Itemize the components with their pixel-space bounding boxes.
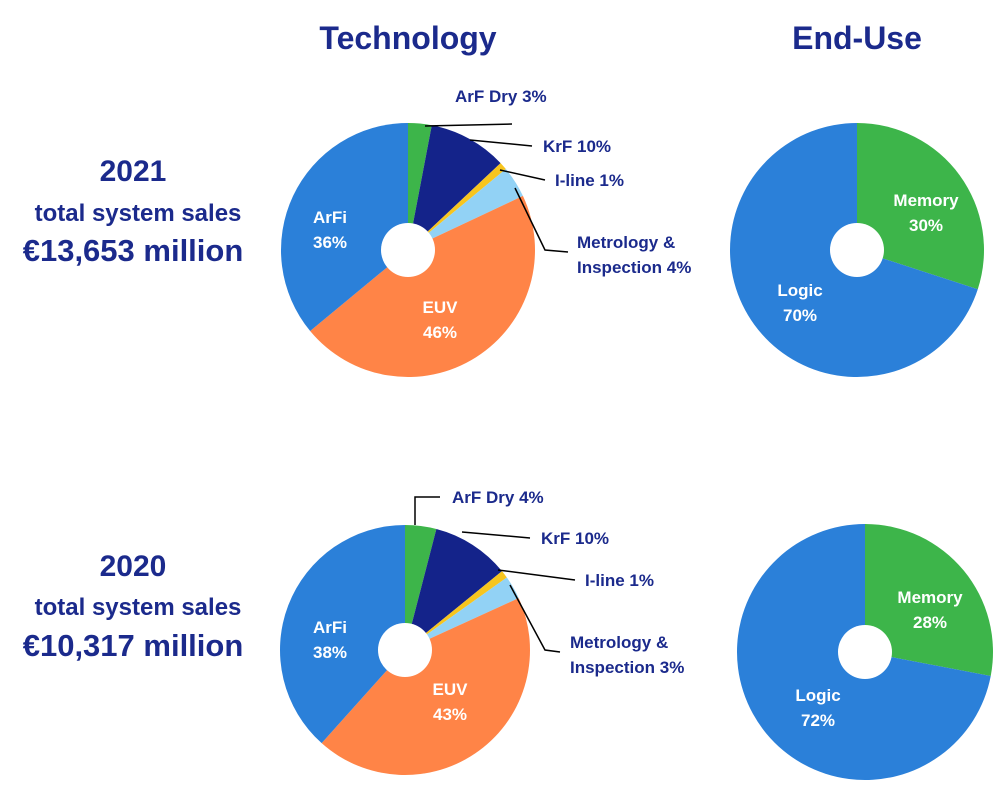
slice-value-label: 10%: [577, 137, 612, 156]
pie-slice: [280, 123, 408, 331]
leader-line: [424, 123, 513, 127]
slice-value-label: 3%: [522, 87, 547, 106]
pie-slice: [405, 571, 507, 650]
row-total: €10,317 million: [22, 628, 244, 663]
pie-slice: [408, 163, 506, 250]
slice-label: I-line 1%: [555, 168, 624, 193]
slice-label: ArF Dry 4%: [452, 485, 544, 510]
slice-value-label: 4%: [666, 258, 692, 277]
row-total: €13,653 million: [22, 233, 244, 268]
slice-label: ArFi 38%: [313, 615, 347, 665]
slice-value-label: 36%: [312, 233, 348, 252]
slice-value-label: 10%: [575, 529, 610, 548]
slice-value-label: 70%: [782, 306, 818, 325]
leader-line: [469, 139, 533, 147]
slice-label: Memory 28%: [897, 585, 962, 635]
slice-label: ArF Dry 3%: [455, 84, 547, 109]
leader-line: [509, 584, 561, 653]
slice-label: Metrology & Inspection 3%: [570, 630, 710, 680]
slice-value-label: 38%: [312, 643, 348, 662]
pie-slice: [280, 525, 405, 744]
pie-slice: [321, 598, 531, 776]
slice-value-label: 30%: [908, 216, 944, 235]
column-title: End-Use: [792, 20, 922, 56]
slice-value-label: 1%: [629, 571, 654, 590]
column-title: Technology: [319, 20, 497, 56]
slice-label: EUV 43%: [433, 677, 468, 727]
slice-label: Memory 30%: [893, 188, 958, 238]
slice-category: Logic: [795, 686, 841, 705]
pie-slice: [408, 125, 501, 250]
slice-category: KrF: [541, 529, 571, 548]
slice-label: I-line 1%: [585, 568, 654, 593]
slice-label: KrF 10%: [541, 526, 609, 551]
slice-category: ArFi: [313, 208, 347, 227]
slice-value-label: 28%: [912, 613, 948, 632]
pie-hole: [381, 223, 435, 277]
slice-category: I-line: [585, 571, 625, 590]
slice-value-label: 43%: [432, 705, 468, 724]
pie-slice: [857, 123, 984, 290]
pie-slice: [310, 195, 536, 378]
slice-label: Metrology & Inspection 4%: [577, 230, 717, 280]
pie-slice: [408, 123, 432, 250]
slice-value-label: 4%: [519, 488, 544, 507]
slice-category: Metrology & Inspection: [570, 633, 669, 677]
slice-value-label: 1%: [599, 171, 624, 190]
slice-category: Memory: [893, 191, 959, 210]
leader-line: [461, 531, 531, 539]
slice-category: EUV: [432, 680, 468, 699]
pie-slice: [405, 529, 503, 650]
slice-category: I-line: [555, 171, 595, 190]
leader-line: [497, 569, 576, 581]
slice-value-label: 46%: [422, 323, 458, 342]
slice-category: KrF: [543, 137, 573, 156]
pie-hole: [838, 625, 892, 679]
row-subtitle: total system sales: [34, 594, 242, 621]
slice-category: ArF Dry: [452, 488, 515, 507]
slice-value-label: 72%: [800, 711, 836, 730]
slice-value-label: 3%: [659, 658, 685, 677]
slice-label: Logic 70%: [777, 278, 822, 328]
leader-line: [499, 169, 546, 181]
pie-hole: [830, 223, 884, 277]
pie-slice: [865, 524, 994, 676]
slice-label: Logic 72%: [795, 683, 840, 733]
leader-line: [514, 187, 569, 253]
pie-slice: [405, 525, 437, 650]
slice-category: EUV: [422, 298, 458, 317]
row-subtitle: total system sales: [34, 200, 242, 227]
slice-label: ArFi 36%: [313, 205, 347, 255]
row-year: 2020: [99, 550, 167, 583]
pie-slice: [408, 169, 523, 250]
slice-category: Memory: [897, 588, 963, 607]
slice-category: ArFi: [313, 618, 347, 637]
leader-line: [414, 496, 440, 525]
slice-category: Logic: [777, 281, 823, 300]
pie-hole: [378, 623, 432, 677]
pie-slice: [405, 577, 519, 650]
slice-label: KrF 10%: [543, 134, 611, 159]
slice-category: Metrology & Inspection: [577, 233, 676, 277]
row-year: 2021: [99, 155, 167, 188]
slice-category: ArF Dry: [455, 87, 518, 106]
slice-label: EUV 46%: [423, 295, 458, 345]
